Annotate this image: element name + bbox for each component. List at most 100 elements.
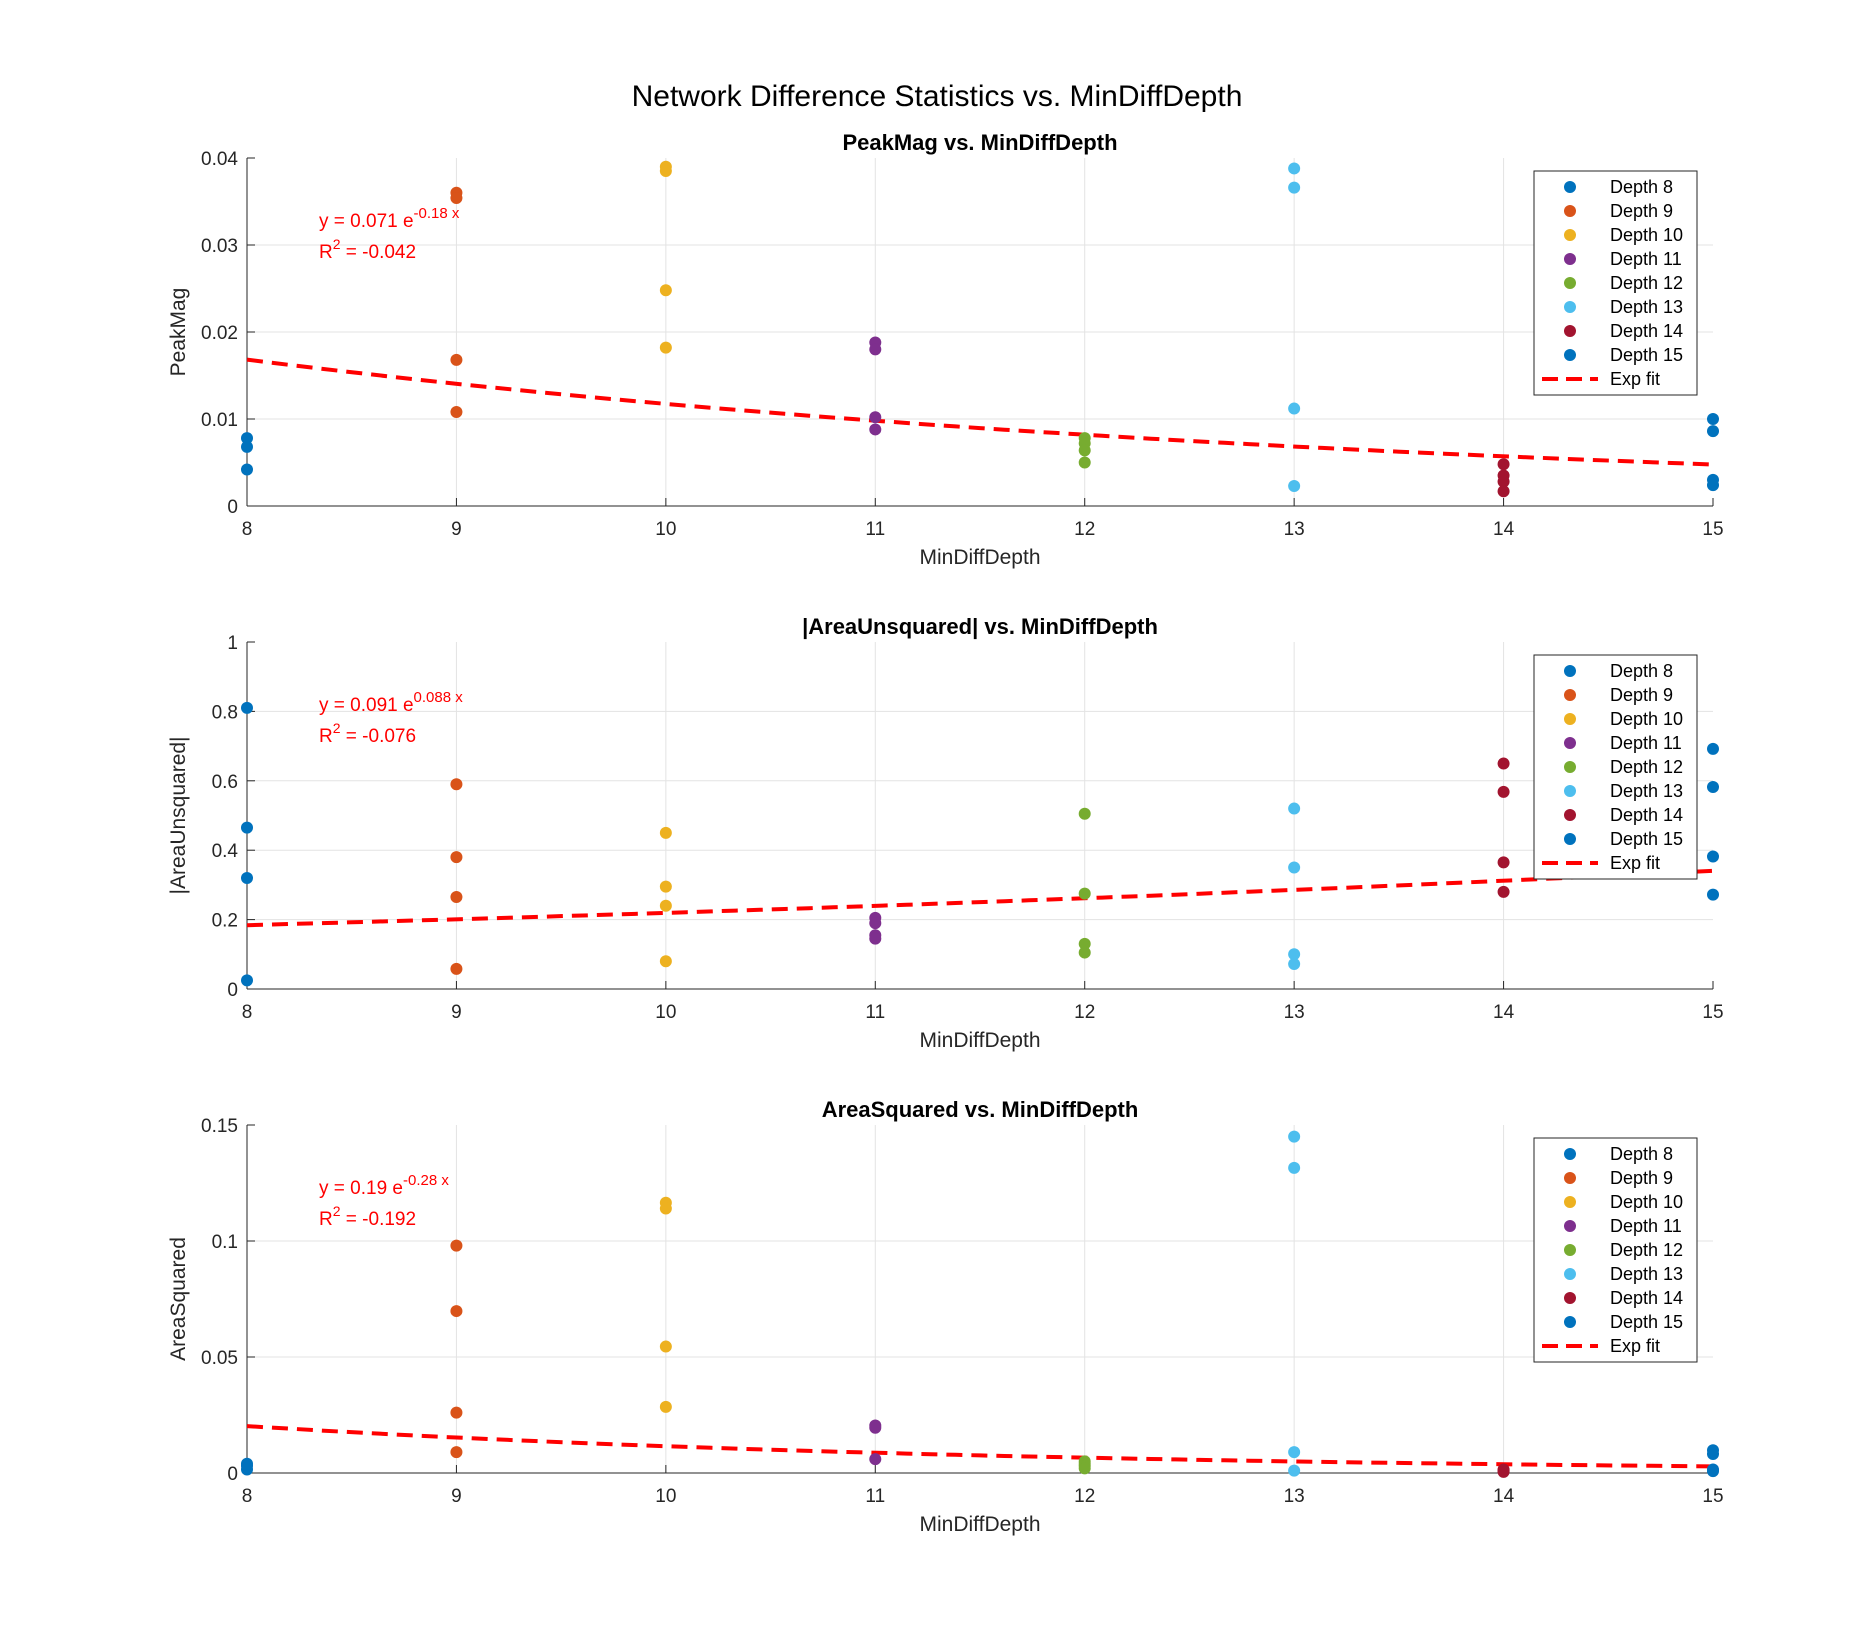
data-point [1497, 757, 1510, 770]
data-point [869, 343, 882, 356]
legend-box [1533, 654, 1698, 880]
series-depth-13 [1288, 162, 1301, 492]
y-tick-label: 0.4 [212, 841, 239, 862]
legend-marker [1564, 325, 1576, 337]
legend-marker [1564, 737, 1576, 749]
legend-label: Depth 11 [1610, 733, 1682, 753]
x-tick-label: 10 [655, 1002, 676, 1023]
legend-label: Depth 13 [1610, 1264, 1683, 1284]
data-point [1707, 1465, 1719, 1478]
data-point [1288, 402, 1301, 415]
legend-marker [1564, 833, 1576, 845]
legend-label: Depth 10 [1610, 1192, 1683, 1212]
data-point [1288, 1446, 1301, 1459]
data-point [241, 701, 253, 714]
x-tick-label: 9 [451, 1486, 462, 1507]
fit-r-squared: R2 = -0.076 [319, 720, 416, 747]
data-point [1497, 1465, 1510, 1478]
legend-label: Exp fit [1610, 1336, 1660, 1356]
x-tick-label: 8 [242, 1002, 253, 1023]
data-point [659, 955, 672, 968]
panel-title: |AreaUnsquared| vs. MinDiffDepth [802, 614, 1158, 639]
x-tick-label: 11 [865, 1002, 885, 1023]
data-point [1707, 479, 1719, 492]
data-point [241, 974, 253, 987]
x-axis-label: MinDiffDepth [920, 546, 1041, 569]
x-tick-label: 9 [451, 519, 462, 540]
legend-label: Depth 10 [1610, 225, 1683, 245]
data-point [659, 880, 672, 893]
legend: Depth 8 Depth 9 Depth 10 Depth 11 Depth 12 De… [1533, 1137, 1698, 1363]
data-point [1707, 781, 1719, 794]
data-point [241, 821, 253, 834]
y-tick-label: 0.1 [212, 1232, 238, 1253]
legend-label: Depth 10 [1610, 709, 1683, 729]
data-point [1288, 181, 1301, 194]
x-tick-label: 14 [1493, 1002, 1515, 1023]
fit-equation: y = 0.071 e-0.18 x [319, 205, 460, 232]
y-tick-label: 0.6 [212, 772, 238, 793]
x-tick-label: 12 [1074, 519, 1095, 540]
fit-equation: y = 0.091 e0.088 x [319, 689, 463, 716]
series-depth-9 [450, 1239, 463, 1459]
series-depth-14 [1497, 1463, 1510, 1478]
data-point [450, 406, 463, 419]
panel-2: 8 9 10 11 12 13 14 15 0 0.2 0.4 0.6 0.8 1 |AreaUnsquar… [167, 614, 1724, 1052]
x-tick-label: 11 [865, 519, 885, 540]
data-point [1497, 458, 1510, 471]
panel-3: 8 9 10 11 12 13 14 15 0 0.05 0.1 0.15 AreaSquared vs… [167, 1097, 1724, 1536]
y-tick-label: 1 [227, 633, 238, 654]
legend-label: Depth 14 [1610, 321, 1683, 341]
data-point [1288, 1130, 1301, 1143]
legend-marker [1564, 301, 1576, 313]
data-point [450, 891, 463, 904]
data-point [1707, 413, 1719, 425]
legend-marker [1564, 1244, 1576, 1256]
data-point [241, 871, 253, 884]
legend-marker [1564, 689, 1576, 701]
data-point [1707, 888, 1719, 901]
data-point [869, 411, 882, 424]
series-depth-14 [1497, 757, 1510, 898]
legend-marker [1564, 785, 1576, 797]
legend-label: Depth 13 [1610, 297, 1683, 317]
legend-marker [1564, 1220, 1576, 1232]
legend: Depth 8 Depth 9 Depth 10 Depth 11 Depth 12 De… [1533, 170, 1698, 396]
series-depth-10 [659, 160, 672, 354]
legend-label: Depth 8 [1610, 661, 1673, 681]
legend-marker [1564, 1316, 1576, 1328]
series-depth-15 [1707, 1444, 1719, 1478]
data-point [1288, 948, 1301, 961]
legend-label: Depth 12 [1610, 273, 1683, 293]
series-depth-13 [1288, 802, 1301, 971]
data-point [869, 1453, 882, 1466]
panel-title: PeakMag vs. MinDiffDepth [842, 130, 1117, 155]
series-depth-12 [1078, 432, 1091, 469]
data-point [450, 1406, 463, 1419]
fit-r-squared: R2 = -0.192 [319, 1203, 416, 1230]
x-tick-label: 12 [1074, 1486, 1095, 1507]
legend-marker [1564, 1196, 1576, 1208]
x-tick-label: 15 [1702, 519, 1723, 540]
series-depth-15 [1707, 413, 1719, 492]
data-point [450, 851, 463, 864]
legend-box [1533, 170, 1698, 396]
y-tick-label: 0.15 [201, 1116, 238, 1137]
x-tick-label: 13 [1284, 1002, 1305, 1023]
legend-label: Exp fit [1610, 853, 1660, 873]
y-tick-label: 0.02 [201, 323, 238, 344]
x-tick-label: 13 [1284, 1486, 1305, 1507]
x-tick-label: 15 [1702, 1486, 1723, 1507]
y-axis-label: AreaSquared [167, 1237, 190, 1361]
y-axis-label: |AreaUnsquared| [167, 736, 190, 894]
data-point [1288, 479, 1301, 492]
x-tick-label: 8 [242, 1486, 253, 1507]
data-point [659, 1340, 672, 1353]
y-axis-label: PeakMag [167, 288, 190, 377]
panel-title: AreaSquared vs. MinDiffDepth [822, 1097, 1139, 1122]
y-tick-label: 0 [227, 497, 238, 518]
data-point [1078, 937, 1091, 950]
series-depth-15 [1707, 742, 1719, 901]
data-point [659, 284, 672, 297]
